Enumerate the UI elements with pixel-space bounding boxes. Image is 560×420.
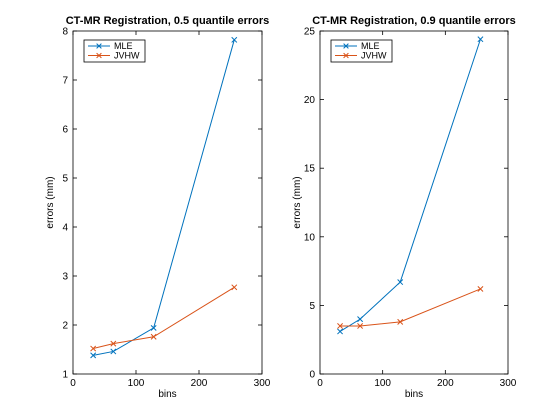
marker-stroke	[477, 285, 484, 292]
legend-marker-mle	[96, 43, 102, 49]
x-tick-label: 0	[70, 378, 76, 389]
data-point-mle	[231, 36, 238, 43]
marker-stroke	[337, 328, 344, 335]
data-point-jvhw	[337, 323, 344, 329]
data-point-jvhw	[397, 318, 404, 325]
data-point-jvhw	[110, 340, 117, 347]
marker-stroke	[231, 284, 238, 291]
y-tick-label: 5	[62, 174, 68, 185]
y-tick-label: 15	[304, 164, 316, 175]
y-tick-label: 25	[304, 27, 316, 38]
x-tick-label: 200	[437, 378, 454, 389]
data-point-mle	[90, 352, 97, 359]
y-tick-label: 7	[62, 76, 68, 87]
data-point-mle	[110, 348, 117, 355]
x-tick-label: 300	[254, 378, 271, 389]
x-axis-label: bins	[405, 389, 423, 400]
plot-area-frame	[72, 30, 263, 375]
data-point-mle	[150, 324, 157, 331]
x-tick-label: 200	[191, 378, 208, 389]
y-tick-label: 2	[62, 321, 68, 332]
x-tick-label: 100	[374, 378, 391, 389]
legend-label-mle: MLE	[114, 41, 133, 51]
data-point-jvhw	[150, 333, 157, 340]
x-tick-label: 300	[500, 378, 517, 389]
y-tick-label: 4	[62, 223, 68, 234]
marker-stroke	[397, 318, 404, 325]
chart-1: 0 100 200 300 1 2 3 4 5 6 7 8CT-MR Registration, 0.…	[45, 15, 271, 400]
data-point-jvhw	[90, 345, 97, 352]
marker-stroke	[397, 279, 404, 286]
marker-stroke	[477, 36, 484, 43]
series-line-mle	[339, 39, 481, 332]
data-point-jvhw	[477, 285, 484, 292]
marker-stroke	[90, 345, 97, 352]
legend-marker-jvhw	[343, 52, 349, 59]
marker-stroke	[110, 340, 117, 347]
marker-stroke	[337, 323, 344, 329]
y-axis-label: errors (mm)	[45, 176, 56, 228]
x-tick-label: 100	[128, 378, 145, 389]
series-line-jvhw	[93, 286, 235, 350]
y-axis-label: errors (mm)	[292, 176, 303, 228]
marker-stroke	[231, 36, 238, 43]
data-point-mle	[477, 36, 484, 43]
legend-marker-mle	[343, 43, 349, 49]
marker-stroke	[110, 348, 117, 355]
data-point-mle	[337, 328, 344, 335]
data-point-jvhw	[357, 323, 364, 329]
x-tick-label: 0	[317, 378, 323, 389]
legend-label-jvhw: JVHW	[114, 51, 140, 61]
series-line-jvhw	[340, 288, 481, 327]
marker-stroke	[150, 333, 157, 340]
y-tick-label: 8	[62, 27, 68, 38]
marker-stroke	[90, 352, 97, 359]
x-axis-label: bins	[158, 389, 176, 400]
marker-stroke	[357, 323, 364, 329]
chart-title: CT-MR Registration, 0.9 quantile errors	[312, 15, 516, 27]
data-point-mle	[397, 279, 404, 286]
series-line-mle	[93, 39, 235, 356]
y-tick-label: 10	[304, 232, 316, 243]
y-tick-label: 0	[309, 370, 315, 381]
legend-marker-jvhw	[96, 52, 102, 59]
data-point-jvhw	[231, 284, 238, 291]
legend-label-mle: MLE	[361, 41, 380, 51]
y-tick-label: 3	[62, 272, 68, 283]
marker-stroke	[357, 316, 364, 323]
y-tick-label: 1	[62, 370, 68, 381]
chart-title: CT-MR Registration, 0.5 quantile errors	[66, 15, 270, 27]
legend-label-jvhw: JVHW	[361, 51, 387, 61]
plot-area-frame	[319, 30, 509, 375]
y-tick-label: 5	[309, 301, 315, 312]
marker-stroke	[150, 324, 157, 331]
y-tick-label: 20	[304, 95, 316, 106]
data-point-mle	[357, 316, 364, 323]
y-tick-label: 6	[62, 125, 68, 136]
